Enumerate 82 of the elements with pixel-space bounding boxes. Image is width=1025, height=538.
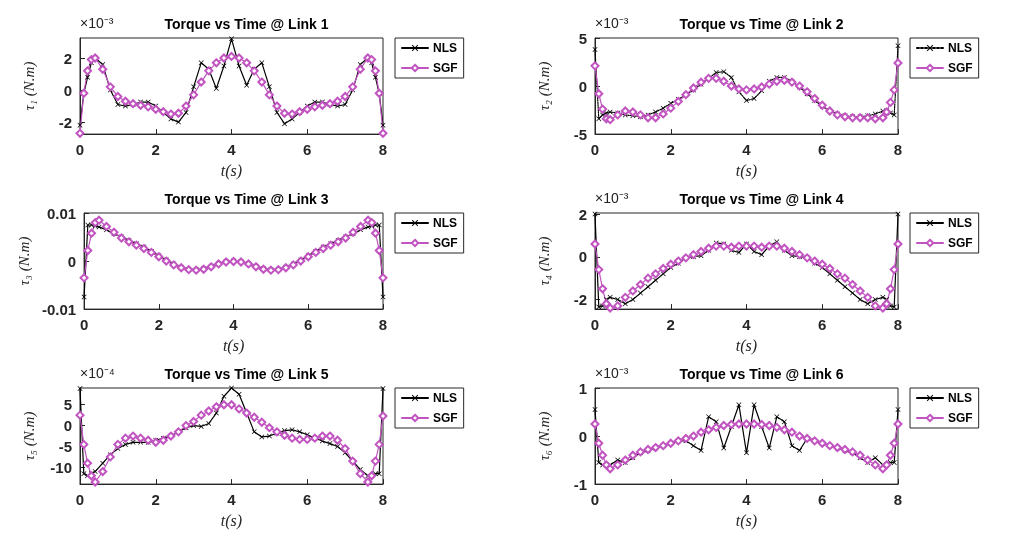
y-axis-title: τ₃ (N.m) [15, 236, 33, 286]
x-axis-title: t(s) [735, 511, 758, 530]
x-tick-label: 8 [893, 491, 903, 509]
text: ×10⁻³ [595, 15, 629, 31]
x-tick-label: 6 [818, 141, 827, 159]
legend-label: SGF [433, 411, 458, 425]
x-tick-label: 6 [818, 491, 827, 509]
y-tick-label: -1 [573, 475, 587, 493]
y-axis-title: τ₅ (N.m) [20, 411, 38, 461]
chart-title: Torque vs Time @ Link 3 [164, 191, 329, 207]
chart-title: Torque vs Time @ Link 5 [164, 366, 329, 382]
chart-title: Torque vs Time @ Link 4 [679, 191, 844, 207]
x-tick-label: 0 [590, 491, 600, 509]
chart-title: Torque vs Time @ Link 6 [679, 366, 844, 382]
x-tick-label: 8 [893, 141, 903, 159]
legend-label: SGF [433, 236, 458, 250]
x-tick-label: 6 [303, 491, 312, 509]
text: ×10⁻⁴ [80, 365, 115, 381]
x-tick-label: 4 [742, 316, 752, 334]
x-tick-label: 4 [742, 491, 752, 509]
y-tick-label: -5 [573, 125, 587, 143]
x-tick-label: 0 [590, 316, 600, 334]
y-tick-label: -0.01 [41, 300, 77, 318]
x-tick-label: 2 [666, 141, 675, 159]
x-axis-title: t(s) [735, 161, 758, 180]
y-tick-label: 0 [67, 252, 77, 270]
x-tick-label: 2 [666, 316, 675, 334]
x-tick-label: 6 [818, 316, 827, 334]
y-axis-title: τ₂ (N.m) [535, 61, 553, 111]
y-tick-label: 1 [578, 379, 587, 397]
y-tick-label: 0 [578, 427, 587, 445]
text: ×10⁻³ [595, 190, 629, 206]
y-tick-label: 5 [578, 29, 587, 47]
legend-label: NLS [948, 391, 972, 405]
text: ×10⁻³ [595, 365, 629, 381]
legend-label: NLS [433, 216, 457, 230]
y-tick-label: 0 [578, 77, 587, 95]
y-axis-title: τ₁ (N.m) [20, 61, 38, 111]
y-tick-label: 2 [578, 205, 587, 223]
x-tick-label: 4 [229, 316, 239, 334]
legend-label: NLS [433, 41, 457, 55]
y-tick-label: 5 [63, 396, 72, 414]
y-tick-label: -2 [573, 290, 587, 308]
legend-label: SGF [948, 411, 973, 425]
legend-label: NLS [433, 391, 457, 405]
x-tick-label: 8 [893, 316, 903, 334]
text: ×10⁻³ [80, 15, 114, 31]
y-tick-label: -2 [58, 113, 72, 131]
x-axis-title: t(s) [220, 511, 243, 530]
y-axis-title: τ₄ (N.m) [535, 236, 553, 286]
legend-label: NLS [948, 216, 972, 230]
x-tick-label: 2 [151, 491, 160, 509]
x-tick-label: 4 [227, 141, 237, 159]
legend-label: SGF [433, 61, 458, 75]
x-axis-title: t(s) [220, 161, 243, 180]
x-tick-label: 0 [79, 316, 89, 334]
x-tick-label: 6 [304, 316, 313, 334]
y-tick-label: -5 [58, 438, 72, 455]
y-tick-label: 0.01 [46, 204, 77, 222]
chart-title: Torque vs Time @ Link 2 [679, 16, 844, 32]
x-tick-label: 4 [227, 491, 237, 509]
y-axis-title: τ₆ (N.m) [535, 411, 553, 461]
x-tick-label: 6 [303, 141, 312, 159]
legend-label: NLS [948, 41, 972, 55]
x-axis-title: t(s) [735, 336, 758, 355]
x-tick-label: 8 [378, 491, 388, 509]
y-tick-label: 0 [63, 417, 72, 435]
legend-label: SGF [948, 61, 973, 75]
y-tick-label: 0 [578, 248, 587, 266]
x-tick-label: 2 [154, 316, 163, 334]
y-tick-label: 2 [63, 49, 72, 67]
x-tick-label: 2 [666, 491, 675, 509]
y-tick-label: -10 [50, 458, 72, 476]
x-tick-label: 0 [590, 141, 600, 159]
legend-label: SGF [948, 236, 973, 250]
x-tick-label: 8 [378, 316, 388, 334]
x-tick-label: 8 [378, 141, 388, 159]
x-axis-title: t(s) [222, 336, 245, 355]
x-tick-label: 2 [151, 141, 160, 159]
chart-title: Torque vs Time @ Link 1 [164, 16, 329, 32]
x-tick-label: 4 [742, 141, 752, 159]
y-tick-label: 0 [63, 81, 72, 99]
